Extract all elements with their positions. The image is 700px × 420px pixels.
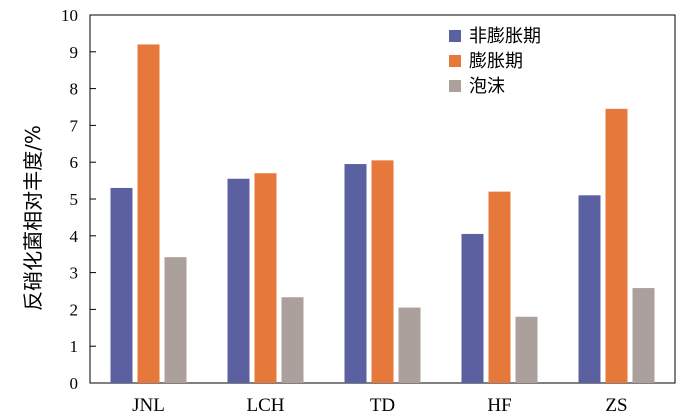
y-tick-label: 9 xyxy=(70,43,79,62)
bar-zs-series-1 xyxy=(578,195,601,383)
legend-label-3: 泡沫 xyxy=(469,76,505,97)
y-tick-label: 0 xyxy=(70,374,79,393)
legend-swatch-1 xyxy=(449,30,461,42)
x-tick-label: LCH xyxy=(247,395,285,416)
x-axis: JNL LCH TD HF ZS xyxy=(132,395,627,416)
bar-hf-series-1 xyxy=(461,233,484,383)
bar-td-series-3 xyxy=(398,307,421,383)
bar-lch-series-2 xyxy=(254,173,277,383)
x-tick-label: TD xyxy=(370,395,395,416)
bar-jnl-series-3 xyxy=(164,257,187,383)
bar-td-series-1 xyxy=(344,164,367,383)
x-tick-label: HF xyxy=(487,395,511,416)
legend-label-1: 非膨胀期 xyxy=(469,26,541,47)
legend-label-2: 膨胀期 xyxy=(469,51,523,72)
bar-jnl-series-1 xyxy=(110,187,133,383)
bar-zs-series-2 xyxy=(605,108,628,383)
y-axis: 0 1 2 3 4 5 6 7 8 9 10 xyxy=(61,6,96,393)
y-tick-label: 10 xyxy=(61,6,78,25)
bar-jnl-series-2 xyxy=(137,44,160,383)
y-tick-label: 5 xyxy=(70,190,79,209)
bar-lch-series-3 xyxy=(281,297,304,383)
y-tick-label: 4 xyxy=(70,227,79,246)
y-tick-label: 1 xyxy=(70,337,79,356)
bar-zs-series-3 xyxy=(632,288,655,383)
x-tick-label: JNL xyxy=(132,395,165,416)
y-tick-label: 7 xyxy=(70,116,79,135)
bar-lch-series-1 xyxy=(227,178,250,383)
y-tick-label: 3 xyxy=(70,264,79,283)
bar-hf-series-2 xyxy=(488,191,511,383)
bar-hf-series-3 xyxy=(515,316,538,383)
legend-swatch-3 xyxy=(449,80,461,92)
x-tick-label: ZS xyxy=(605,395,627,416)
legend-swatch-2 xyxy=(449,55,461,67)
bars-group xyxy=(110,44,655,383)
y-tick-label: 2 xyxy=(70,300,79,319)
y-tick-label: 8 xyxy=(70,80,79,99)
bar-td-series-2 xyxy=(371,160,394,383)
y-tick-label: 6 xyxy=(70,153,79,172)
y-axis-label: 反硝化菌相对丰度/% xyxy=(21,125,45,311)
